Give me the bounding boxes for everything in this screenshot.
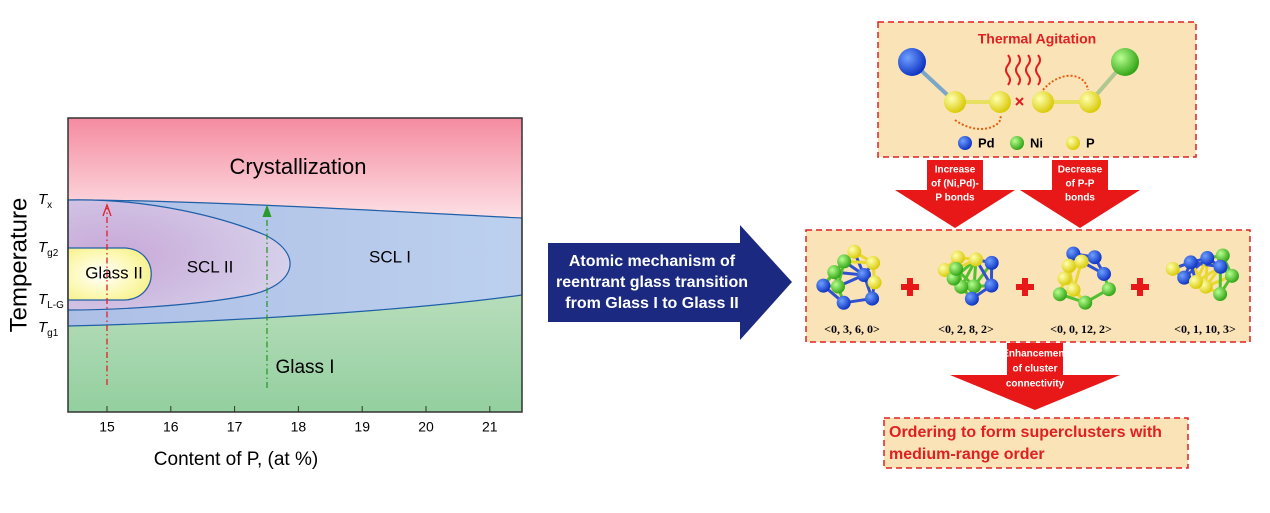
x-axis-label: Content of P, (at %) xyxy=(154,449,318,470)
thermal-title: Thermal Agitation xyxy=(978,31,1097,47)
cluster-label: <0, 2, 8, 2> xyxy=(938,322,994,336)
atom xyxy=(831,280,845,294)
text-line: reentrant glass transition xyxy=(556,274,748,291)
atom xyxy=(816,279,830,293)
atom xyxy=(1097,267,1111,281)
y-tick-label: Tx xyxy=(38,191,52,211)
atom xyxy=(1057,271,1071,285)
result-line: medium-range order xyxy=(889,446,1045,463)
y-tick-label: TL-G xyxy=(38,291,64,311)
text-line: of (Ni,Pd)- xyxy=(931,179,979,190)
x-tick-label: 16 xyxy=(163,419,179,435)
x-tick-label: 17 xyxy=(227,419,243,435)
legend-swatch xyxy=(1010,136,1024,150)
text-line: of cluster xyxy=(1012,364,1057,375)
atom xyxy=(965,292,979,306)
region-label: SCL I xyxy=(369,247,411,266)
atom xyxy=(1214,260,1228,274)
y-axis-label: Temperature xyxy=(5,198,32,333)
x-tick-label: 21 xyxy=(482,419,498,435)
atom xyxy=(827,265,841,279)
tick-subscript: g2 xyxy=(47,248,59,259)
tick-subscript: g1 xyxy=(47,328,59,339)
text-line: P bonds xyxy=(935,193,975,204)
text-line: Increase xyxy=(935,165,976,176)
atom xyxy=(1184,255,1198,269)
atom xyxy=(847,245,861,259)
atom xyxy=(1189,275,1203,289)
x-tick-label: 19 xyxy=(354,419,370,435)
atom xyxy=(1062,259,1076,273)
tick-subscript: L-G xyxy=(47,300,64,311)
y-tick-label: Tg2 xyxy=(38,239,59,259)
atom xyxy=(1166,262,1180,276)
text-line: connectivity xyxy=(1006,379,1065,390)
atom xyxy=(1067,283,1081,297)
atom xyxy=(1213,287,1227,301)
atom xyxy=(866,256,880,270)
text-line: of P-P xyxy=(1066,179,1095,190)
region-label: Glass II xyxy=(85,263,143,282)
atom xyxy=(967,279,981,293)
atom xyxy=(1102,282,1116,296)
atom xyxy=(868,275,882,289)
legend-swatch xyxy=(1066,136,1080,150)
atom xyxy=(1088,250,1102,264)
legend-label: P xyxy=(1086,135,1095,150)
atom xyxy=(837,296,851,310)
legend-label: Ni xyxy=(1030,135,1043,150)
x-tick-label: 18 xyxy=(291,419,307,435)
atom xyxy=(1075,255,1089,269)
atom xyxy=(984,279,998,293)
cluster-label: <0, 3, 6, 0> xyxy=(824,322,880,336)
atom xyxy=(865,292,879,306)
x-tick-label: 20 xyxy=(418,419,434,435)
text-line: Enhancement xyxy=(1002,349,1068,360)
region-label: Glass I xyxy=(275,357,334,378)
text-line: Decrease xyxy=(1058,165,1103,176)
region-label: Crystallization xyxy=(230,154,367,179)
atom xyxy=(985,256,999,270)
cluster-label: <0, 1, 10, 3> xyxy=(1174,322,1236,336)
atom xyxy=(837,254,851,268)
atom xyxy=(1078,296,1092,310)
text-line: Atomic mechanism of xyxy=(569,253,736,270)
atom xyxy=(1200,251,1214,265)
x-tick-label: 15 xyxy=(99,419,115,435)
text-line: bonds xyxy=(1065,193,1095,204)
legend-label: Pd xyxy=(978,135,995,150)
tick-subscript: x xyxy=(47,200,52,211)
legend-swatch xyxy=(958,136,972,150)
y-tick-label: Tg1 xyxy=(38,319,59,339)
text-line: from Glass I to Glass II xyxy=(565,295,738,312)
region-label: SCL II xyxy=(187,257,234,276)
atom xyxy=(1225,269,1239,283)
atom xyxy=(1053,287,1067,301)
atom xyxy=(949,262,963,276)
atom xyxy=(969,252,983,266)
result-line: Ordering to form superclusters with xyxy=(889,424,1162,441)
cluster-label: <0, 0, 12, 2> xyxy=(1050,322,1112,336)
